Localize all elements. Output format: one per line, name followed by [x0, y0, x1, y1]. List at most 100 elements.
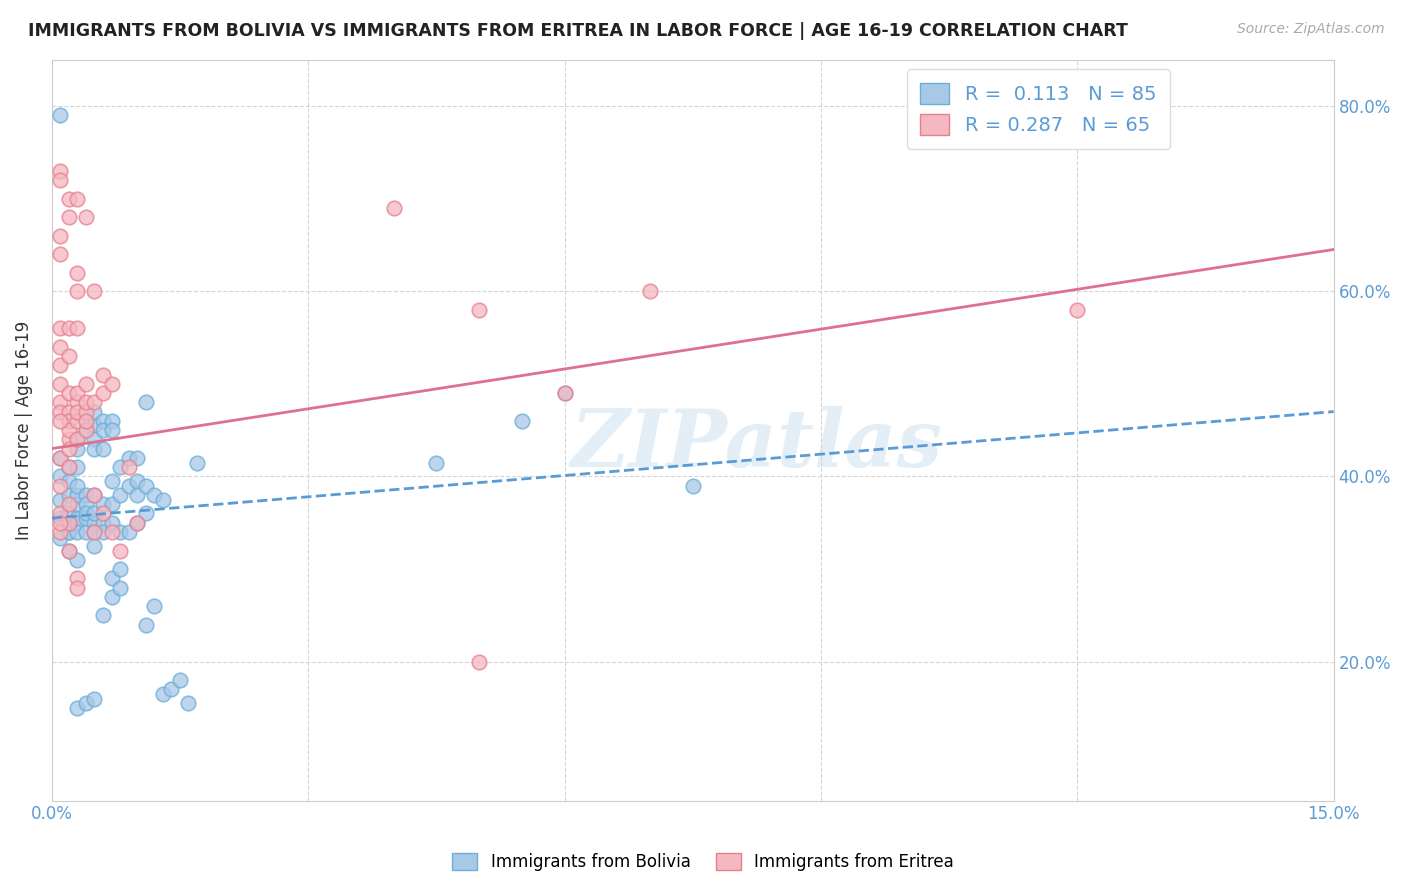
Point [100, 571, 122, 585]
Point [75, 524, 97, 539]
Point [135, 395, 157, 409]
Point [58, 524, 80, 539]
Point [83, 524, 105, 539]
Point [100, 376, 122, 391]
Point [83, 516, 105, 530]
Point [66, 478, 89, 492]
Point [66, 414, 89, 428]
Point [118, 460, 141, 475]
Point [83, 488, 105, 502]
Point [49, 247, 72, 261]
Point [100, 414, 122, 428]
Point [75, 511, 97, 525]
Point [58, 404, 80, 418]
Point [143, 488, 166, 502]
Point [108, 488, 131, 502]
Point [49, 395, 72, 409]
Text: IMMIGRANTS FROM BOLIVIA VS IMMIGRANTS FROM ERITREA IN LABOR FORCE | AGE 16-19 CO: IMMIGRANTS FROM BOLIVIA VS IMMIGRANTS FR… [28, 22, 1128, 40]
Point [49, 450, 72, 465]
Point [49, 516, 72, 530]
Point [91, 386, 114, 401]
Point [66, 321, 89, 335]
Point [468, 302, 491, 317]
Point [66, 266, 89, 280]
Y-axis label: In Labor Force | Age 16-19: In Labor Force | Age 16-19 [15, 320, 32, 540]
Point [75, 404, 97, 418]
Text: Source: ZipAtlas.com: Source: ZipAtlas.com [1237, 22, 1385, 37]
Point [58, 524, 80, 539]
Point [66, 701, 89, 715]
Point [66, 395, 89, 409]
Point [49, 532, 72, 546]
Point [75, 697, 97, 711]
Point [58, 349, 80, 363]
Point [49, 321, 72, 335]
Point [58, 474, 80, 488]
Point [75, 423, 97, 437]
Point [75, 210, 97, 224]
Point [49, 108, 72, 122]
Point [75, 497, 97, 511]
Point [83, 284, 105, 298]
Point [58, 516, 80, 530]
Point [58, 433, 80, 447]
Point [100, 516, 122, 530]
Point [49, 358, 72, 372]
Point [127, 516, 149, 530]
Point [127, 450, 149, 465]
Point [108, 581, 131, 595]
Point [75, 488, 97, 502]
Point [382, 201, 405, 215]
Point [66, 511, 89, 525]
Point [58, 543, 80, 558]
Legend: Immigrants from Bolivia, Immigrants from Eritrea: Immigrants from Bolivia, Immigrants from… [444, 845, 962, 880]
Point [91, 497, 114, 511]
Point [58, 460, 80, 475]
Point [58, 386, 80, 401]
Point [108, 524, 131, 539]
Point [160, 682, 183, 697]
Point [75, 414, 97, 428]
Point [58, 210, 80, 224]
Point [66, 571, 89, 585]
Point [186, 456, 208, 470]
Point [49, 414, 72, 428]
Text: ZIPatlas: ZIPatlas [571, 406, 943, 483]
Point [135, 507, 157, 521]
Point [75, 395, 97, 409]
Point [135, 478, 157, 492]
Point [75, 376, 97, 391]
Point [108, 562, 131, 576]
Point [553, 386, 575, 401]
Point [66, 516, 89, 530]
Point [66, 433, 89, 447]
Point [66, 553, 89, 567]
Point [66, 442, 89, 456]
Point [118, 478, 141, 492]
Point [49, 163, 72, 178]
Point [127, 516, 149, 530]
Point [49, 511, 72, 525]
Point [58, 321, 80, 335]
Point [100, 497, 122, 511]
Point [127, 488, 149, 502]
Point [58, 192, 80, 206]
Point [75, 507, 97, 521]
Point [49, 469, 72, 483]
Point [49, 340, 72, 354]
Point [58, 414, 80, 428]
Point [425, 456, 447, 470]
Point [58, 488, 80, 502]
Point [638, 284, 661, 298]
Point [49, 524, 72, 539]
Point [83, 488, 105, 502]
Point [135, 617, 157, 632]
Point [49, 404, 72, 418]
Point [58, 460, 80, 475]
Point [91, 524, 114, 539]
Point [66, 284, 89, 298]
Point [83, 433, 105, 447]
Point [91, 423, 114, 437]
Point [108, 460, 131, 475]
Point [127, 474, 149, 488]
